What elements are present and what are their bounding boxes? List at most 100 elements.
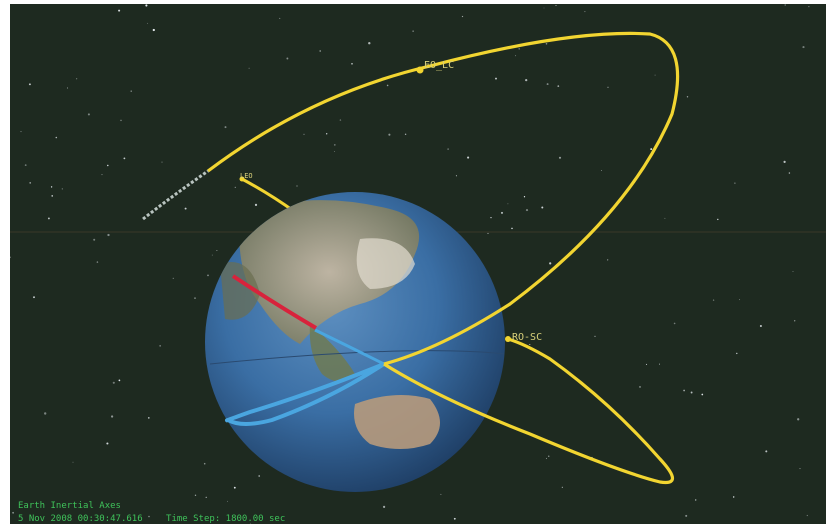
star xyxy=(207,274,209,277)
star xyxy=(784,4,786,6)
star xyxy=(319,50,322,52)
star xyxy=(759,324,762,328)
star xyxy=(10,256,11,259)
star xyxy=(797,418,800,421)
star xyxy=(518,48,520,50)
star xyxy=(511,227,513,230)
star xyxy=(107,233,110,237)
star xyxy=(224,126,227,129)
star xyxy=(29,182,32,184)
star xyxy=(118,379,121,382)
star xyxy=(490,216,492,219)
star xyxy=(541,206,544,209)
star xyxy=(194,494,197,496)
star xyxy=(50,186,53,188)
star xyxy=(555,4,557,7)
date-time-value: 5 Nov 2008 00:30:47.616 xyxy=(18,514,143,524)
star xyxy=(145,4,148,7)
star xyxy=(561,486,563,488)
star xyxy=(455,175,457,177)
star xyxy=(76,78,78,80)
star xyxy=(734,182,736,184)
star xyxy=(203,462,206,465)
star xyxy=(123,157,126,160)
star xyxy=(639,385,641,388)
star xyxy=(654,74,656,76)
star xyxy=(461,15,464,18)
star xyxy=(334,151,335,153)
star xyxy=(110,415,114,418)
star xyxy=(525,78,528,82)
orbit-path-yellow xyxy=(207,31,680,366)
star xyxy=(382,505,386,509)
star xyxy=(254,203,258,207)
star xyxy=(227,500,229,502)
earth-globe xyxy=(205,192,505,492)
star xyxy=(152,28,155,32)
star xyxy=(286,57,289,60)
star xyxy=(788,172,791,174)
star xyxy=(694,499,697,501)
satellite-marker-small[interactable] xyxy=(239,176,245,182)
star xyxy=(234,186,236,189)
star xyxy=(546,83,549,86)
star xyxy=(107,164,109,167)
orbit-trail xyxy=(142,169,209,221)
star xyxy=(72,461,74,463)
star xyxy=(28,83,31,86)
star xyxy=(799,468,801,470)
star xyxy=(24,164,27,166)
star xyxy=(412,30,414,32)
star xyxy=(732,496,735,498)
star xyxy=(87,113,90,116)
star xyxy=(529,343,531,346)
star xyxy=(339,119,342,121)
star xyxy=(93,238,96,241)
star xyxy=(686,96,689,98)
star xyxy=(685,514,688,517)
star xyxy=(500,211,504,214)
star xyxy=(601,169,602,171)
star xyxy=(44,412,47,415)
star xyxy=(515,55,517,57)
star xyxy=(447,148,449,150)
star xyxy=(467,156,470,159)
animation-time-readout: 5 Nov 2008 00:30:47.616 Time Step: 1800.… xyxy=(18,514,285,524)
star xyxy=(106,442,109,445)
star xyxy=(783,160,786,164)
star xyxy=(717,218,719,221)
star xyxy=(118,9,121,12)
star xyxy=(216,250,218,251)
star xyxy=(147,22,149,24)
star xyxy=(548,455,550,457)
star xyxy=(61,188,63,190)
star xyxy=(388,133,391,136)
orbit-path-yellow-lower xyxy=(383,337,675,485)
star xyxy=(808,6,810,8)
star xyxy=(404,133,407,136)
star xyxy=(607,86,609,88)
satellite-label-upper: EO_LC xyxy=(424,60,455,71)
satellite-marker-upper[interactable] xyxy=(416,66,424,74)
star xyxy=(584,11,586,13)
star xyxy=(205,496,207,498)
star xyxy=(161,161,163,163)
star xyxy=(739,299,741,301)
star xyxy=(120,119,122,122)
star xyxy=(650,148,653,151)
3d-viewport[interactable]: EO_LC RO-SC LEO Earth Inertial Axes 5 No… xyxy=(10,4,826,524)
orbit-scene[interactable] xyxy=(10,4,826,524)
star xyxy=(172,277,174,280)
star xyxy=(806,514,808,517)
star xyxy=(130,90,132,92)
satellite-marker-lower[interactable] xyxy=(505,336,511,342)
star xyxy=(96,261,99,263)
star xyxy=(184,207,187,210)
orbit-path-blue xyxy=(225,362,386,426)
star xyxy=(440,493,442,495)
star xyxy=(701,393,704,396)
star xyxy=(794,320,796,322)
star xyxy=(303,133,305,135)
star xyxy=(507,203,509,205)
satellite-label-small: LEO xyxy=(240,172,253,180)
